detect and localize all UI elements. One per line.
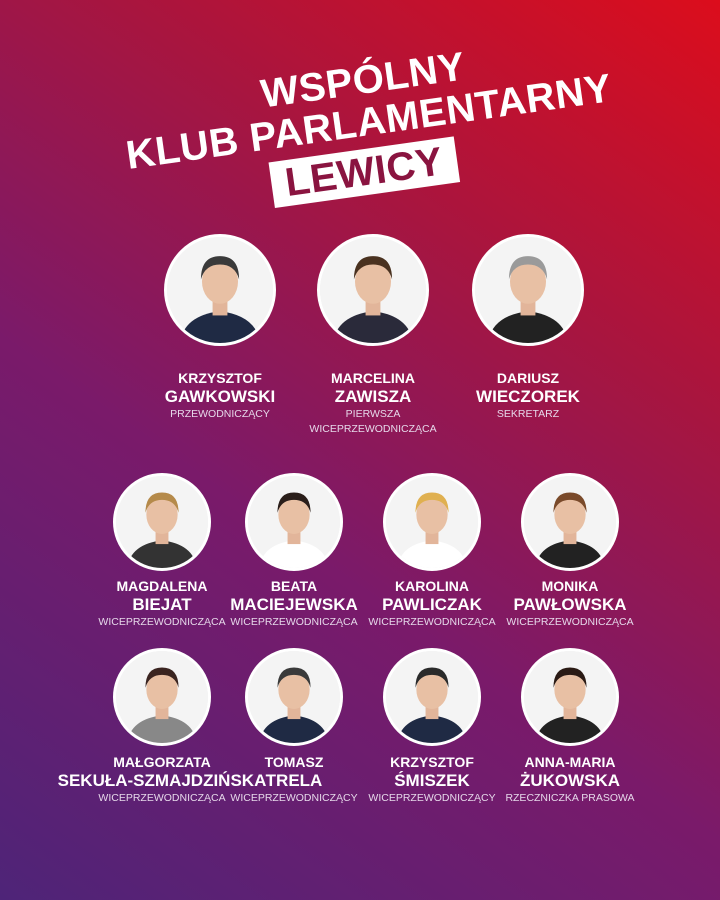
member-first-name: KRZYSZTOF (178, 370, 262, 386)
member-last-name: MACIEJEWSKA (230, 595, 358, 614)
member-last-name: GAWKOWSKI (164, 387, 276, 406)
member-last-name: PAWŁOWSKA (513, 595, 627, 614)
member-last-name: ŻUKOWSKA (519, 771, 621, 790)
portrait-icon (320, 237, 426, 343)
portrait-icon (386, 651, 478, 743)
member-photo (317, 234, 429, 346)
member-label: MAŁGORZATA SEKUŁA-SZMAJDZIŃSKA WICEPRZEWOD… (52, 754, 272, 806)
member-label: KRZYSZTOF ŚMISZEK WICEPRZEWODNICZĄCY (322, 754, 542, 806)
member-first-name: ANNA-MARIA (524, 754, 616, 770)
member-role: WICEPRZEWODNICZĄCA (309, 423, 437, 435)
member-photo (113, 473, 211, 571)
member-role: PRZEWODNICZĄCY (170, 408, 270, 420)
member-first-name: MARCELINA (331, 370, 415, 386)
member-photo (383, 473, 481, 571)
member-label: KRZYSZTOF GAWKOWSKI PRZEWODNICZĄCY (110, 370, 330, 422)
member-role: WICEPRZEWODNICZĄCA (98, 616, 226, 628)
member-first-name: KAROLINA (395, 578, 469, 594)
member-last-name: PAWLICZAK (382, 595, 482, 614)
member-label: MAGDALENA BIEJAT WICEPRZEWODNICZĄCA (52, 578, 272, 630)
member-role: WICEPRZEWODNICZĄCA (98, 792, 226, 804)
portrait-icon (248, 651, 340, 743)
member-role: WICEPRZEWODNICZĄCY (230, 792, 358, 804)
member-label: MONIKA PAWŁOWSKA WICEPRZEWODNICZĄCA (460, 578, 680, 630)
poster-title: WSPÓLNY KLUB PARLAMENTARNY LEWICY (100, 5, 640, 256)
member-photo (245, 473, 343, 571)
portrait-icon (386, 476, 478, 568)
member-last-name: SEKUŁA-SZMAJDZIŃSKA (57, 771, 267, 790)
member-last-name: TRELA (265, 771, 323, 790)
member-label: KAROLINA PAWLICZAK WICEPRZEWODNICZĄCA (322, 578, 542, 630)
member-role: WICEPRZEWODNICZĄCY (368, 792, 496, 804)
portrait-icon (116, 476, 208, 568)
member-last-name: ZAWISZA (334, 387, 412, 406)
member-photo (521, 648, 619, 746)
member-role: WICEPRZEWODNICZĄCA (506, 616, 634, 628)
member-first-name: DARIUSZ (496, 370, 560, 386)
portrait-icon (524, 476, 616, 568)
member-label: MARCELINA ZAWISZA PIERWSZA WICEPRZEWODNICZĄ… (263, 370, 483, 437)
member-role: PIERWSZA (345, 408, 401, 420)
member-photo (383, 648, 481, 746)
member-role: WICEPRZEWODNICZĄCA (230, 616, 358, 628)
member-label: TOMASZ TRELA WICEPRZEWODNICZĄCY (184, 754, 404, 806)
portrait-icon (248, 476, 340, 568)
member-photo (113, 648, 211, 746)
member-role: RZECZNICZKA PRASOWA (505, 792, 635, 804)
member-role: WICEPRZEWODNICZĄCA (368, 616, 496, 628)
portrait-icon (475, 237, 581, 343)
member-first-name: MAGDALENA (116, 578, 208, 594)
member-label: ANNA-MARIA ŻUKOWSKA RZECZNICZKA PRASOWA (460, 754, 680, 806)
member-last-name: ŚMISZEK (394, 771, 470, 790)
member-photo (164, 234, 276, 346)
member-first-name: MONIKA (541, 578, 599, 594)
portrait-icon (524, 651, 616, 743)
member-label: DARIUSZ WIECZOREK SEKRETARZ (418, 370, 638, 422)
member-first-name: BEATA (270, 578, 318, 594)
member-label: BEATA MACIEJEWSKA WICEPRZEWODNICZĄCA (184, 578, 404, 630)
portrait-icon (167, 237, 273, 343)
member-first-name: KRZYSZTOF (390, 754, 474, 770)
member-photo (521, 473, 619, 571)
member-last-name: BIEJAT (132, 595, 192, 614)
member-first-name: MAŁGORZATA (113, 754, 211, 770)
portrait-icon (116, 651, 208, 743)
member-role: SEKRETARZ (496, 408, 560, 420)
member-last-name: WIECZOREK (476, 387, 580, 406)
member-photo (472, 234, 584, 346)
member-first-name: TOMASZ (264, 754, 324, 770)
member-photo (245, 648, 343, 746)
